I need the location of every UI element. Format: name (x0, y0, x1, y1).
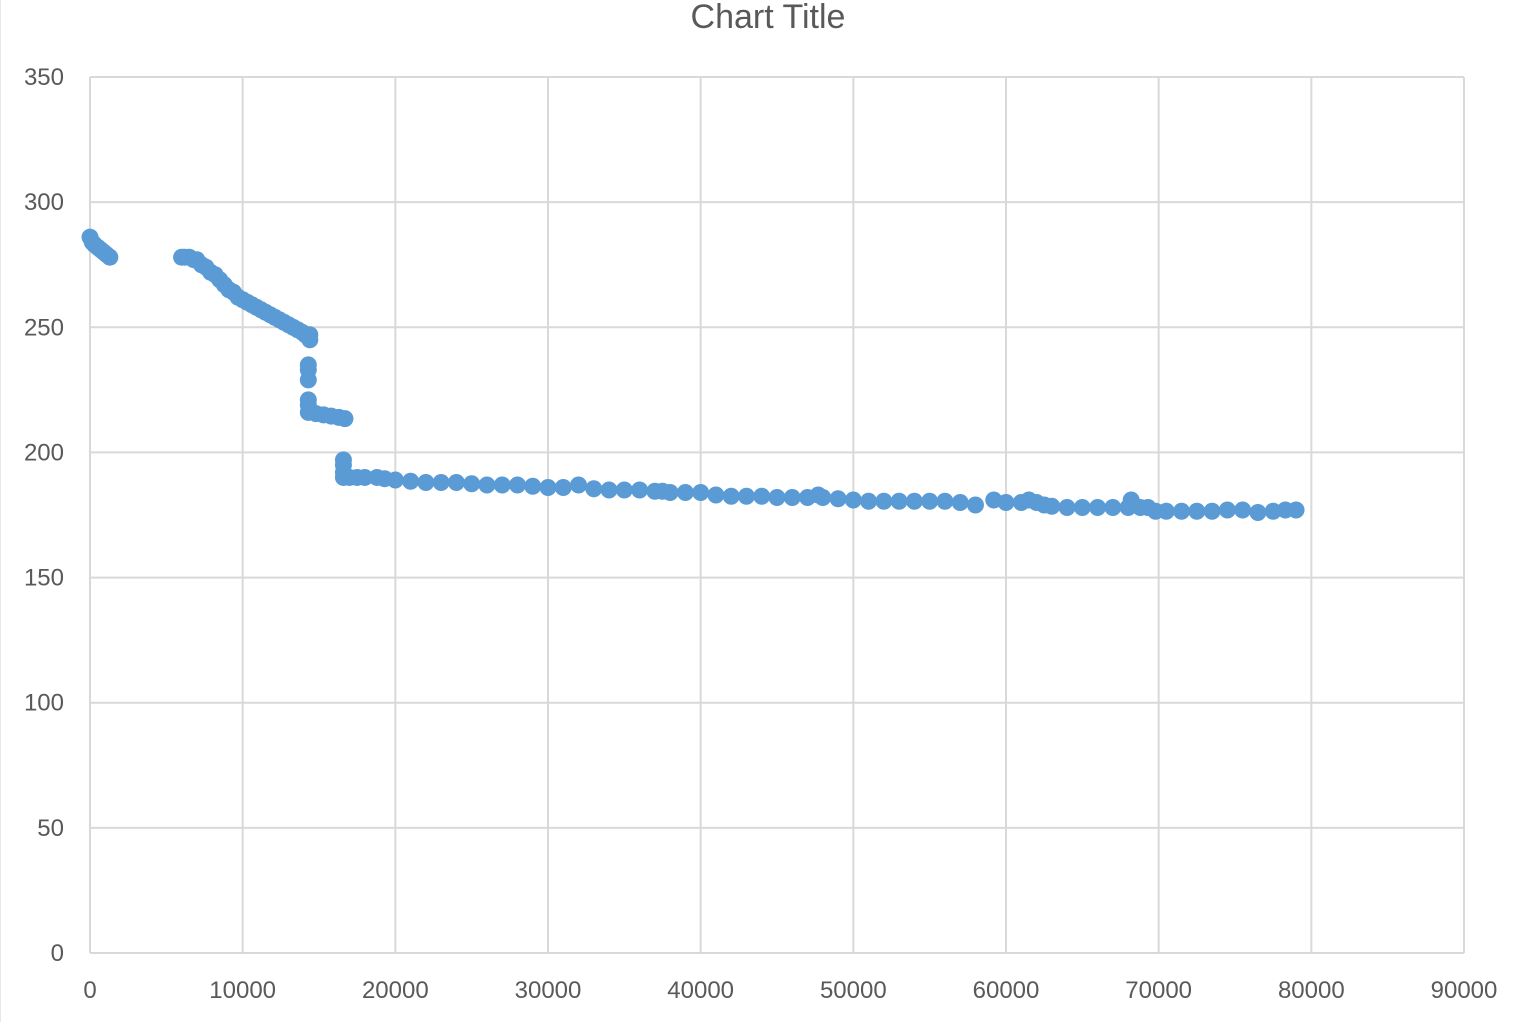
data-point (554, 478, 572, 496)
data-point (1104, 498, 1122, 516)
data-point (905, 492, 923, 510)
x-tick-label: 40000 (667, 977, 734, 1004)
data-point (1089, 498, 1107, 516)
data-point (936, 492, 954, 510)
data-point (1173, 502, 1191, 520)
gridlines (89, 76, 1465, 954)
y-axis-tick-labels: 0 50 100 150 200 250 300 350 (24, 64, 64, 967)
data-point (661, 483, 679, 501)
y-tick-label: 200 (24, 439, 64, 466)
data-point (1234, 501, 1252, 519)
data-point (722, 487, 740, 505)
x-tick-label: 0 (83, 977, 96, 1004)
data-point (493, 476, 511, 494)
chart-title: Chart Title (691, 0, 846, 36)
data-point (356, 468, 374, 486)
data-point (1203, 502, 1221, 520)
data-point (997, 493, 1015, 511)
data-point (336, 410, 354, 428)
data-point (814, 488, 832, 506)
data-point (478, 476, 496, 494)
data-point (631, 481, 649, 499)
data-point (768, 488, 786, 506)
x-tick-label: 20000 (362, 977, 429, 1004)
y-tick-label: 250 (24, 314, 64, 341)
data-point (101, 248, 119, 266)
data-point (707, 486, 725, 504)
data-point (860, 492, 878, 510)
data-point (966, 496, 984, 514)
data-point (1188, 502, 1206, 520)
x-tick-label: 80000 (1278, 977, 1345, 1004)
data-point (921, 492, 939, 510)
data-point (1073, 498, 1091, 516)
data-point (432, 473, 450, 491)
y-tick-label: 150 (24, 565, 64, 592)
data-point (570, 476, 588, 494)
y-tick-label: 300 (24, 189, 64, 216)
data-point (890, 492, 908, 510)
data-point (463, 475, 481, 493)
y-tick-label: 0 (51, 940, 64, 967)
data-point (1218, 501, 1236, 519)
data-point (402, 472, 420, 490)
data-point (1157, 502, 1175, 520)
data-point (951, 493, 969, 511)
data-point (447, 473, 465, 491)
data-point (844, 491, 862, 509)
x-tick-label: 60000 (973, 977, 1040, 1004)
data-point (692, 483, 710, 501)
data-point (615, 481, 633, 499)
x-axis-tick-labels: 0 10000 20000 30000 40000 50000 60000 70000 8000… (83, 977, 1497, 1004)
data-point (783, 488, 801, 506)
data-point (1249, 503, 1267, 521)
data-series (81, 228, 1305, 521)
series (81, 228, 1305, 521)
x-tick-label: 50000 (820, 977, 887, 1004)
data-point (524, 477, 542, 495)
data-point (829, 490, 847, 508)
x-tick-label: 30000 (515, 977, 582, 1004)
data-point (1058, 498, 1076, 516)
data-point (600, 481, 618, 499)
x-tick-label: 10000 (209, 977, 276, 1004)
x-tick-label: 70000 (1125, 977, 1192, 1004)
data-point (508, 476, 526, 494)
data-point (875, 492, 893, 510)
data-point (1264, 502, 1282, 520)
y-tick-label: 350 (24, 64, 64, 91)
data-point (299, 371, 317, 389)
data-point (1287, 501, 1305, 519)
data-point (417, 473, 435, 491)
data-point (737, 487, 755, 505)
y-tick-label: 100 (24, 690, 64, 717)
data-point (539, 478, 557, 496)
data-point (676, 483, 694, 501)
data-point (1043, 497, 1061, 515)
y-tick-label: 50 (37, 815, 64, 842)
data-point (585, 480, 603, 498)
data-point (301, 331, 319, 349)
data-point (386, 471, 404, 489)
data-point (753, 487, 771, 505)
x-tick-label: 90000 (1431, 977, 1498, 1004)
